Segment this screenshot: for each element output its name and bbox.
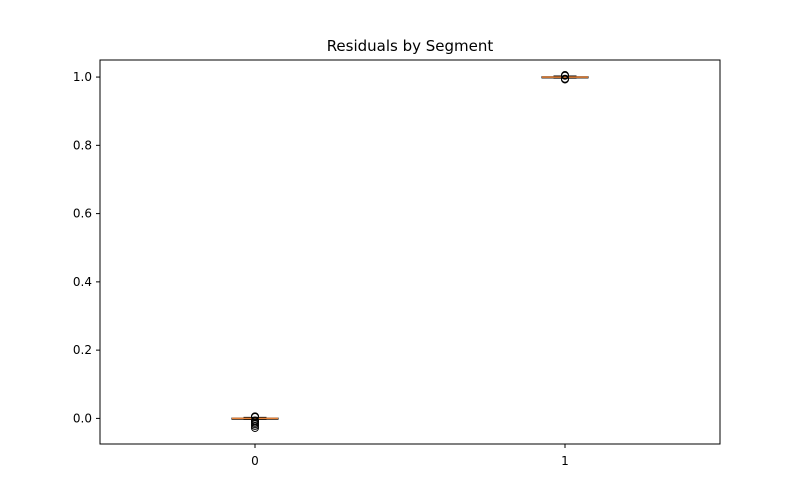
outlier-point <box>251 412 259 421</box>
y-axis: 0.0 0.2 0.4 0.6 0.8 1.0 <box>73 70 100 425</box>
y-tick-label: 0.8 <box>73 138 92 152</box>
x-tick-label: 1 <box>561 454 569 468</box>
plot-marks <box>231 71 589 432</box>
y-tick-label: 1.0 <box>73 70 92 84</box>
y-tick-label: 0.0 <box>73 411 92 425</box>
y-tick-label: 0.4 <box>73 275 92 289</box>
y-tick-label: 0.2 <box>73 343 92 357</box>
y-tick-label: 0.6 <box>73 207 92 221</box>
outlier-point <box>251 416 259 425</box>
plot-frame <box>99 59 721 445</box>
x-tick-label: 0 <box>251 454 259 468</box>
outlier-point <box>251 423 259 432</box>
box-group-1 <box>541 71 589 84</box>
box-group-0 <box>231 412 279 432</box>
outlier-point <box>561 74 569 83</box>
outlier-point <box>561 71 569 80</box>
chart-title: Residuals by Segment <box>327 37 494 55</box>
